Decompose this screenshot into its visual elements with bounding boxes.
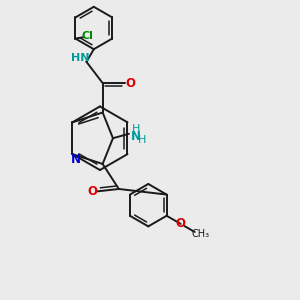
Text: O: O: [125, 76, 135, 90]
Text: H: H: [132, 124, 140, 134]
Text: Cl: Cl: [82, 31, 94, 41]
Text: O: O: [87, 185, 97, 198]
Text: N: N: [71, 153, 81, 166]
Text: N: N: [131, 130, 141, 143]
Text: HN: HN: [71, 53, 89, 63]
Text: H: H: [138, 135, 147, 145]
Text: CH₃: CH₃: [191, 229, 209, 239]
Text: O: O: [176, 218, 186, 230]
